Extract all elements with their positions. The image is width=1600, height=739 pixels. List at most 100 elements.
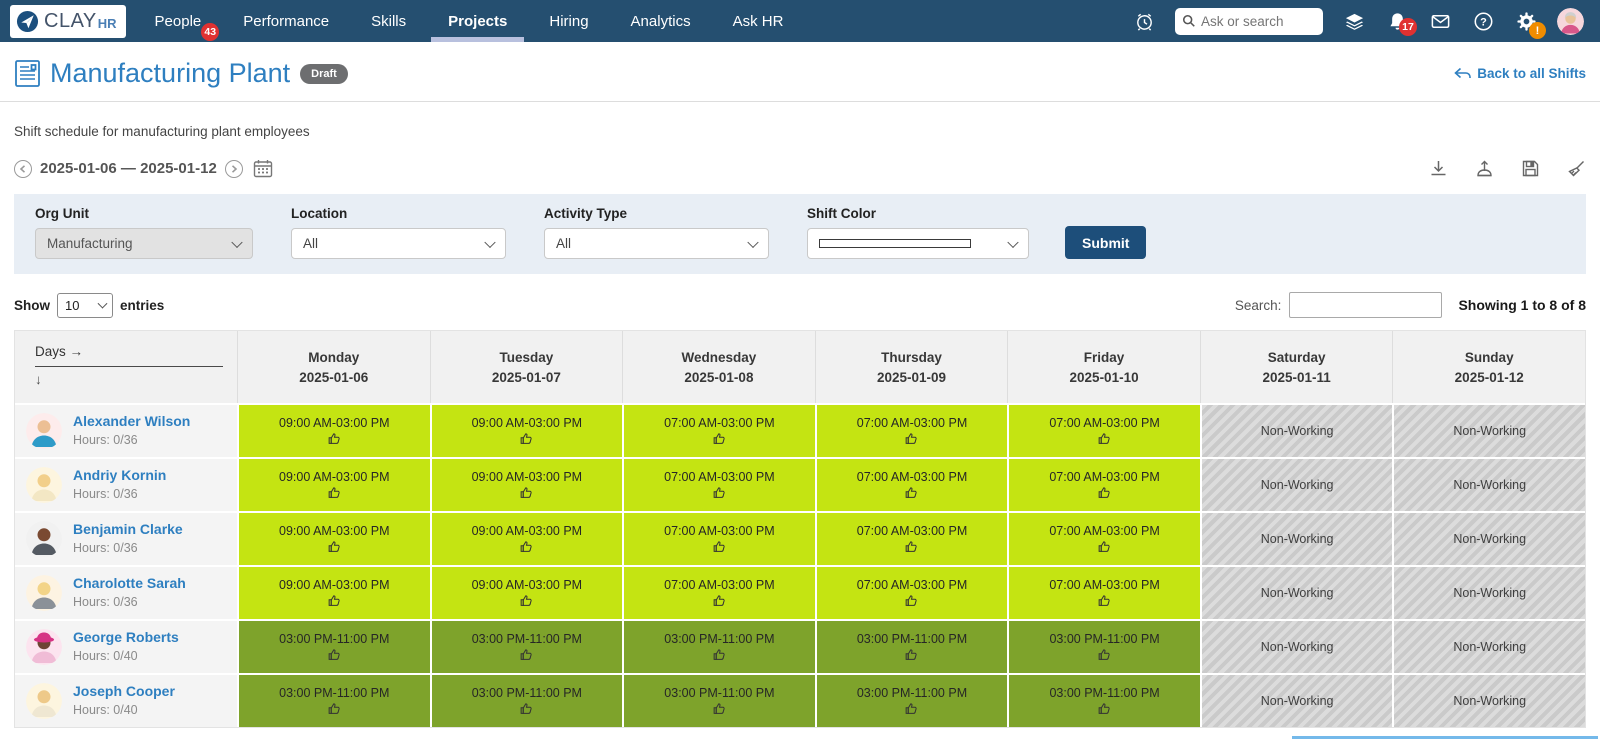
nav-item-analytics[interactable]: Analytics xyxy=(610,0,712,42)
nav-item-skills[interactable]: Skills xyxy=(350,0,427,42)
shift-cell[interactable]: 09:00 AM-03:00 PM xyxy=(237,567,430,619)
shift-cell[interactable]: 07:00 AM-03:00 PM xyxy=(814,459,1008,511)
settings-gear-icon[interactable]: ! xyxy=(1514,9,1546,39)
table-search-input[interactable] xyxy=(1289,292,1443,318)
download-icon[interactable] xyxy=(1429,159,1448,178)
thumbs-up-icon[interactable] xyxy=(327,593,342,608)
thumbs-up-icon[interactable] xyxy=(712,485,727,500)
next-week-button[interactable] xyxy=(224,159,243,178)
thumbs-up-icon[interactable] xyxy=(712,701,727,716)
thumbs-up-icon[interactable] xyxy=(904,539,919,554)
thumbs-up-icon[interactable] xyxy=(327,701,342,716)
shift-cell[interactable]: 03:00 PM-11:00 PM xyxy=(1007,621,1200,673)
thumbs-up-icon[interactable] xyxy=(712,431,727,446)
activity-type-select[interactable]: All xyxy=(544,228,769,259)
shift-cell[interactable]: 09:00 AM-03:00 PM xyxy=(429,513,623,565)
thumbs-up-icon[interactable] xyxy=(904,431,919,446)
thumbs-up-icon[interactable] xyxy=(1097,593,1112,608)
thumbs-up-icon[interactable] xyxy=(519,593,534,608)
thumbs-up-icon[interactable] xyxy=(1097,647,1112,662)
thumbs-up-icon[interactable] xyxy=(327,647,342,662)
shift-cell[interactable]: 03:00 PM-11:00 PM xyxy=(429,621,623,673)
shift-cell[interactable]: 03:00 PM-11:00 PM xyxy=(237,675,430,727)
global-search[interactable] xyxy=(1175,7,1323,35)
mail-icon[interactable] xyxy=(1428,9,1452,33)
shift-color-select[interactable] xyxy=(807,228,1029,259)
location-select[interactable]: All xyxy=(291,228,506,259)
shift-cell[interactable]: 09:00 AM-03:00 PM xyxy=(237,513,430,565)
layers-icon[interactable] xyxy=(1342,9,1366,33)
employee-name-link[interactable]: Benjamin Clarke xyxy=(73,521,183,538)
shift-cell[interactable]: 07:00 AM-03:00 PM xyxy=(814,405,1008,457)
non-working-cell: Non-Working xyxy=(1199,621,1393,673)
thumbs-up-icon[interactable] xyxy=(327,431,342,446)
thumbs-up-icon[interactable] xyxy=(904,485,919,500)
notifications-bell-icon[interactable]: 17 xyxy=(1385,9,1417,36)
shift-cell[interactable]: 09:00 AM-03:00 PM xyxy=(237,405,430,457)
shift-cell[interactable]: 07:00 AM-03:00 PM xyxy=(622,405,815,457)
user-avatar[interactable] xyxy=(1557,7,1584,35)
employee-name-link[interactable]: Andriy Kornin xyxy=(73,467,167,484)
thumbs-up-icon[interactable] xyxy=(712,647,727,662)
alarm-clock-icon[interactable] xyxy=(1132,9,1156,33)
shift-cell[interactable]: 07:00 AM-03:00 PM xyxy=(1007,459,1200,511)
non-working-label: Non-Working xyxy=(1453,532,1527,546)
shift-cell[interactable]: 09:00 AM-03:00 PM xyxy=(237,459,430,511)
shift-cell[interactable]: 03:00 PM-11:00 PM xyxy=(814,675,1008,727)
thumbs-up-icon[interactable] xyxy=(904,593,919,608)
search-input[interactable] xyxy=(1201,13,1316,29)
thumbs-up-icon[interactable] xyxy=(1097,701,1112,716)
shift-cell[interactable]: 07:00 AM-03:00 PM xyxy=(1007,567,1200,619)
nav-item-ask-hr[interactable]: Ask HR xyxy=(712,0,805,42)
shift-cell[interactable]: 03:00 PM-11:00 PM xyxy=(622,621,815,673)
thumbs-up-icon[interactable] xyxy=(519,647,534,662)
shift-cell[interactable]: 07:00 AM-03:00 PM xyxy=(1007,513,1200,565)
thumbs-up-icon[interactable] xyxy=(519,539,534,554)
org-unit-select[interactable]: Manufacturing xyxy=(35,228,253,259)
back-to-shifts-link[interactable]: Back to all Shifts xyxy=(1454,66,1586,81)
shift-cell[interactable]: 09:00 AM-03:00 PM xyxy=(429,567,623,619)
shift-cell[interactable]: 07:00 AM-03:00 PM xyxy=(1007,405,1200,457)
thumbs-up-icon[interactable] xyxy=(1097,485,1112,500)
shift-cell[interactable]: 09:00 AM-03:00 PM xyxy=(429,405,623,457)
shift-cell[interactable]: 03:00 PM-11:00 PM xyxy=(237,621,430,673)
help-icon[interactable]: ? xyxy=(1471,9,1495,33)
shift-cell[interactable]: 09:00 AM-03:00 PM xyxy=(429,459,623,511)
thumbs-up-icon[interactable] xyxy=(1097,431,1112,446)
submit-button[interactable]: Submit xyxy=(1065,226,1147,259)
thumbs-up-icon[interactable] xyxy=(519,701,534,716)
shift-cell[interactable]: 03:00 PM-11:00 PM xyxy=(1007,675,1200,727)
shift-cell[interactable]: 03:00 PM-11:00 PM xyxy=(429,675,623,727)
thumbs-up-icon[interactable] xyxy=(327,485,342,500)
thumbs-up-icon[interactable] xyxy=(904,701,919,716)
shift-cell[interactable]: 07:00 AM-03:00 PM xyxy=(814,567,1008,619)
prev-week-button[interactable] xyxy=(14,159,32,178)
thumbs-up-icon[interactable] xyxy=(904,647,919,662)
nav-item-hiring[interactable]: Hiring xyxy=(528,0,609,42)
clayhr-logo[interactable]: CLAY HR xyxy=(10,4,126,38)
thumbs-up-icon[interactable] xyxy=(519,485,534,500)
thumbs-up-icon[interactable] xyxy=(327,539,342,554)
employee-name-link[interactable]: Charolotte Sarah xyxy=(73,575,186,592)
thumbs-up-icon[interactable] xyxy=(519,431,534,446)
shift-cell[interactable]: 07:00 AM-03:00 PM xyxy=(622,567,815,619)
shift-cell[interactable]: 03:00 PM-11:00 PM xyxy=(622,675,815,727)
shift-cell[interactable]: 07:00 AM-03:00 PM xyxy=(814,513,1008,565)
nav-item-people[interactable]: People 43 xyxy=(134,0,223,42)
entries-select[interactable]: 10 xyxy=(57,292,113,318)
calendar-icon[interactable] xyxy=(253,159,273,178)
thumbs-up-icon[interactable] xyxy=(712,539,727,554)
employee-name-link[interactable]: George Roberts xyxy=(73,629,179,646)
upload-icon[interactable] xyxy=(1475,159,1494,178)
nav-item-performance[interactable]: Performance xyxy=(222,0,350,42)
thumbs-up-icon[interactable] xyxy=(712,593,727,608)
shift-cell[interactable]: 07:00 AM-03:00 PM xyxy=(622,513,815,565)
save-icon[interactable] xyxy=(1521,159,1540,178)
nav-item-projects[interactable]: Projects xyxy=(427,0,528,42)
clear-broom-icon[interactable] xyxy=(1567,159,1586,178)
thumbs-up-icon[interactable] xyxy=(1097,539,1112,554)
employee-name-link[interactable]: Joseph Cooper xyxy=(73,683,175,700)
employee-name-link[interactable]: Alexander Wilson xyxy=(73,413,191,430)
shift-cell[interactable]: 03:00 PM-11:00 PM xyxy=(814,621,1008,673)
shift-cell[interactable]: 07:00 AM-03:00 PM xyxy=(622,459,815,511)
